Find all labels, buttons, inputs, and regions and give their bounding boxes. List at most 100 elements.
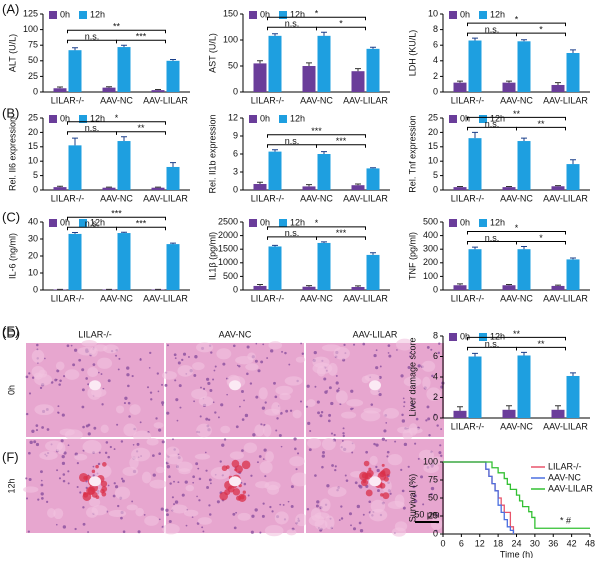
- cell-shade: [89, 497, 100, 507]
- error-bar: [370, 47, 376, 49]
- legend-label: 0h: [260, 9, 270, 19]
- nucleus: [147, 386, 149, 388]
- nucleus: [351, 452, 353, 454]
- cell-shade: [156, 467, 165, 474]
- nucleus: [81, 368, 84, 371]
- cell-shade: [129, 404, 140, 415]
- nucleus: [127, 385, 130, 388]
- cell-shade: [289, 456, 304, 466]
- x-tick-label: AAV-LILAR: [343, 193, 388, 203]
- nucleus: [300, 401, 302, 403]
- bar: [152, 90, 165, 92]
- cell-shade: [245, 363, 258, 370]
- x-tick-label: 42: [567, 538, 577, 548]
- nucleus: [195, 462, 198, 465]
- cell-shade: [60, 429, 75, 436]
- nucleus: [108, 485, 110, 487]
- nucleus: [314, 351, 317, 354]
- error-bar: [570, 50, 576, 53]
- error-bar: [321, 32, 327, 36]
- significance-label: *: [339, 19, 343, 29]
- nucleus: [220, 403, 223, 406]
- nucleus: [291, 505, 294, 508]
- nucleus: [345, 475, 347, 477]
- nucleus: [193, 374, 196, 377]
- bar: [69, 234, 82, 290]
- nucleus: [377, 489, 380, 492]
- error-bar: [457, 81, 463, 83]
- error-bar: [506, 187, 512, 188]
- legend-swatch: [49, 115, 57, 123]
- nucleus: [262, 343, 264, 345]
- cell-shade: [196, 342, 213, 352]
- nucleus: [387, 451, 390, 454]
- nucleus: [215, 366, 217, 368]
- nucleus: [25, 477, 27, 479]
- cell-shade: [259, 387, 268, 399]
- error-bar: [472, 132, 478, 138]
- error-bar: [370, 168, 376, 169]
- nucleus: [162, 404, 164, 406]
- cell-shade: [144, 516, 159, 526]
- bar: [469, 41, 482, 92]
- nucleus: [36, 443, 39, 446]
- bar: [503, 410, 516, 418]
- cell-shade: [370, 456, 378, 465]
- cell-shade: [39, 451, 57, 460]
- nucleus: [161, 401, 164, 404]
- nucleus: [350, 408, 353, 411]
- nucleus: [371, 403, 374, 406]
- nucleus: [271, 510, 273, 512]
- vein: [89, 476, 101, 486]
- significance-label: n.s.: [285, 19, 300, 29]
- bar: [454, 285, 467, 290]
- nucleus: [375, 444, 378, 447]
- y-tick-label: 50: [428, 492, 438, 502]
- error-bar: [570, 258, 576, 259]
- cell-shade: [341, 412, 356, 419]
- nucleus: [199, 478, 202, 481]
- hemorrhage: [243, 491, 246, 494]
- nucleus: [232, 513, 235, 516]
- bar: [118, 233, 131, 290]
- cell-shade: [268, 341, 282, 349]
- nucleus: [321, 466, 324, 469]
- bar: [552, 286, 565, 290]
- error-bar: [472, 38, 478, 40]
- nucleus: [118, 368, 120, 370]
- legend-label: 0h: [60, 217, 70, 227]
- error-bar: [521, 352, 527, 355]
- panel-label: (A): [2, 1, 19, 16]
- cell-shade: [247, 353, 255, 361]
- nucleus: [400, 374, 403, 377]
- nucleus: [166, 412, 169, 415]
- y-tick-label: 1000: [218, 257, 238, 267]
- cell-shade: [135, 508, 144, 516]
- error-bar: [257, 285, 263, 286]
- nucleus: [422, 503, 424, 505]
- error-bar: [272, 245, 278, 246]
- nucleus: [118, 358, 120, 360]
- bar: [269, 152, 282, 190]
- nucleus: [177, 481, 179, 483]
- nucleus: [133, 444, 135, 446]
- y-tick-label: 0: [433, 528, 438, 538]
- legend-label: AAV-LILAR: [548, 483, 593, 493]
- nucleus: [363, 514, 365, 516]
- y-tick-label: 25: [28, 112, 38, 122]
- nucleus: [365, 451, 368, 454]
- nucleus: [36, 424, 39, 427]
- nucleus: [376, 349, 378, 351]
- cell-shade: [32, 350, 45, 363]
- nucleus: [87, 531, 89, 533]
- cell-shade: [265, 525, 284, 536]
- nucleus: [403, 405, 405, 407]
- nucleus: [350, 390, 353, 393]
- cell-shade: [363, 407, 381, 413]
- significance-label: *: [315, 218, 319, 228]
- nucleus: [427, 417, 430, 420]
- x-tick-label: 30: [530, 538, 540, 548]
- significance-label: n.s.: [285, 228, 300, 238]
- y-tick-label: 30: [28, 233, 38, 243]
- nucleus: [251, 515, 254, 518]
